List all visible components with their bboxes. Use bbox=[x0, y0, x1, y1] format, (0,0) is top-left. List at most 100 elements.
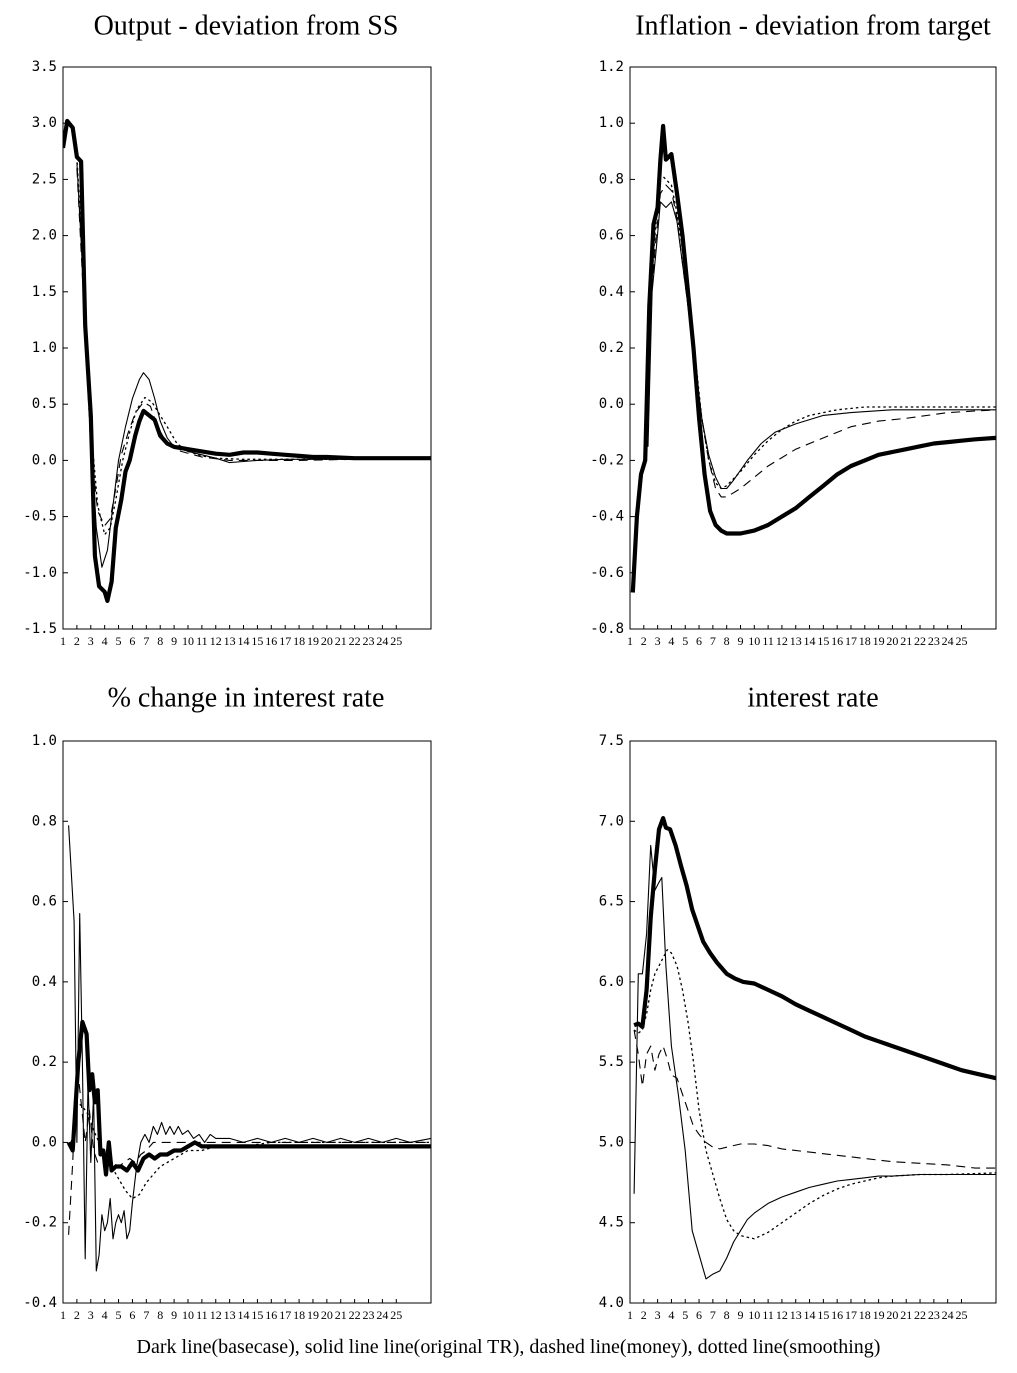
x-tick-label: 6 bbox=[129, 1308, 135, 1322]
y-tick-label: 0.8 bbox=[32, 813, 57, 829]
x-tick-label: 2 bbox=[641, 1308, 647, 1322]
x-tick-label: 7 bbox=[143, 1308, 149, 1322]
x-tick-label: 21 bbox=[335, 634, 347, 648]
plot-frame bbox=[629, 66, 997, 630]
x-tick-label: 20 bbox=[321, 1308, 333, 1322]
series-line-dark bbox=[630, 123, 996, 593]
x-tick-label: 14 bbox=[238, 634, 250, 648]
x-tick-label: 19 bbox=[307, 1308, 319, 1322]
y-tick-label: 0.5 bbox=[32, 396, 57, 412]
x-tick-label: 18 bbox=[293, 634, 305, 648]
y-tick-label: -0.5 bbox=[23, 509, 57, 525]
x-tick-label: 5 bbox=[116, 1308, 122, 1322]
x-tick-label: 14 bbox=[804, 634, 816, 648]
y-tick-label: -0.2 bbox=[590, 452, 624, 468]
x-tick-label: 9 bbox=[171, 1308, 177, 1322]
y-tick-label: 1.5 bbox=[32, 284, 57, 300]
series-line-dotted bbox=[647, 173, 996, 490]
x-tick-label: 23 bbox=[363, 1308, 375, 1322]
series-line-solid bbox=[633, 844, 996, 1280]
x-tick-label: 3 bbox=[655, 1308, 661, 1322]
x-tick-label: 4 bbox=[668, 1308, 674, 1322]
x-tick-label: 11 bbox=[196, 634, 208, 648]
x-tick-label: 18 bbox=[859, 634, 871, 648]
y-tick-label: 0.0 bbox=[32, 452, 57, 468]
x-tick-label: 1 bbox=[60, 634, 66, 648]
y-tick-label: 1.2 bbox=[599, 59, 624, 75]
x-tick-label: 22 bbox=[914, 634, 926, 648]
x-tick-label: 8 bbox=[157, 634, 163, 648]
plot-frame bbox=[62, 740, 432, 1304]
x-tick-label: 7 bbox=[710, 1308, 716, 1322]
x-tick-label: 12 bbox=[776, 634, 788, 648]
x-tick-label: 15 bbox=[817, 1308, 829, 1322]
x-tick-label: 13 bbox=[224, 1308, 236, 1322]
series-line-solid bbox=[644, 201, 996, 490]
x-tick-label: 9 bbox=[737, 1308, 743, 1322]
x-tick-label: 18 bbox=[293, 1308, 305, 1322]
x-tick-label: 3 bbox=[655, 634, 661, 648]
x-tick-label: 12 bbox=[776, 1308, 788, 1322]
plot-frame bbox=[629, 740, 997, 1304]
y-tick-label: 1.0 bbox=[32, 733, 57, 749]
x-tick-label: 24 bbox=[376, 634, 388, 648]
y-tick-label: 0.8 bbox=[599, 171, 624, 187]
x-tick-label: 17 bbox=[845, 1308, 857, 1322]
x-tick-label: 10 bbox=[182, 634, 194, 648]
y-tick-label: 0.4 bbox=[32, 974, 57, 990]
y-tick-label: 0.2 bbox=[32, 1054, 57, 1070]
x-tick-label: 25 bbox=[390, 634, 402, 648]
y-tick-label: 4.0 bbox=[599, 1295, 624, 1311]
x-tick-label: 24 bbox=[942, 1308, 954, 1322]
chart-panel-3: % change in interest rate 1.0 0.8 0.6 0.4 0.2… bbox=[23, 682, 432, 1322]
y-tick-label: 2.5 bbox=[32, 171, 57, 187]
x-tick-label: 13 bbox=[790, 1308, 802, 1322]
x-tick-label: 4 bbox=[668, 634, 674, 648]
x-tick-label: 11 bbox=[762, 1308, 774, 1322]
x-tick-label: 9 bbox=[171, 634, 177, 648]
x-tick-label: 23 bbox=[363, 634, 375, 648]
x-tick-label: 25 bbox=[955, 1308, 967, 1322]
x-tick-label: 7 bbox=[710, 634, 716, 648]
x-tick-label: 10 bbox=[182, 1308, 194, 1322]
x-tick-label: 3 bbox=[88, 634, 94, 648]
x-tick-label: 25 bbox=[390, 1308, 402, 1322]
x-tick-label: 16 bbox=[265, 1308, 277, 1322]
chart-panel-2: Inflation - deviation from target 1.2 1.0 0… bbox=[590, 10, 997, 648]
y-tick-label: 3.5 bbox=[32, 59, 57, 75]
x-tick-label: 20 bbox=[886, 1308, 898, 1322]
x-tick-label: 15 bbox=[251, 1308, 263, 1322]
x-tick-label: 24 bbox=[376, 1308, 388, 1322]
y-tick-label: -1.0 bbox=[23, 565, 57, 581]
y-tick-label: 1.0 bbox=[599, 115, 624, 131]
x-tick-label: 19 bbox=[307, 634, 319, 648]
x-tick-label: 8 bbox=[724, 1308, 730, 1322]
series-line-solid bbox=[68, 825, 431, 1272]
x-tick-label: 15 bbox=[817, 634, 829, 648]
chart-title: % change in interest rate bbox=[108, 682, 385, 713]
series-line-dashed bbox=[647, 184, 996, 498]
x-tick-label: 11 bbox=[762, 634, 774, 648]
y-tick-label: 4.5 bbox=[599, 1215, 624, 1231]
series-line-dashed bbox=[76, 168, 431, 527]
x-tick-label: 5 bbox=[116, 634, 122, 648]
series-line-dotted bbox=[70, 1101, 431, 1200]
y-tick-label: 0.0 bbox=[32, 1134, 57, 1150]
x-tick-label: 13 bbox=[790, 634, 802, 648]
x-tick-label: 24 bbox=[942, 634, 954, 648]
y-tick-label: 0.4 bbox=[599, 284, 624, 300]
y-tick-label: 3.0 bbox=[32, 115, 57, 131]
x-tick-label: 19 bbox=[873, 1308, 885, 1322]
x-tick-label: 21 bbox=[335, 1308, 347, 1322]
x-tick-label: 2 bbox=[641, 634, 647, 648]
x-tick-label: 20 bbox=[886, 634, 898, 648]
x-tick-label: 17 bbox=[279, 634, 291, 648]
x-tick-label: 19 bbox=[873, 634, 885, 648]
y-tick-label: 0.6 bbox=[599, 228, 624, 244]
x-tick-label: 8 bbox=[724, 634, 730, 648]
x-tick-label: 20 bbox=[321, 634, 333, 648]
y-tick-label: 0.0 bbox=[599, 396, 624, 412]
y-tick-label: 5.5 bbox=[599, 1054, 624, 1070]
